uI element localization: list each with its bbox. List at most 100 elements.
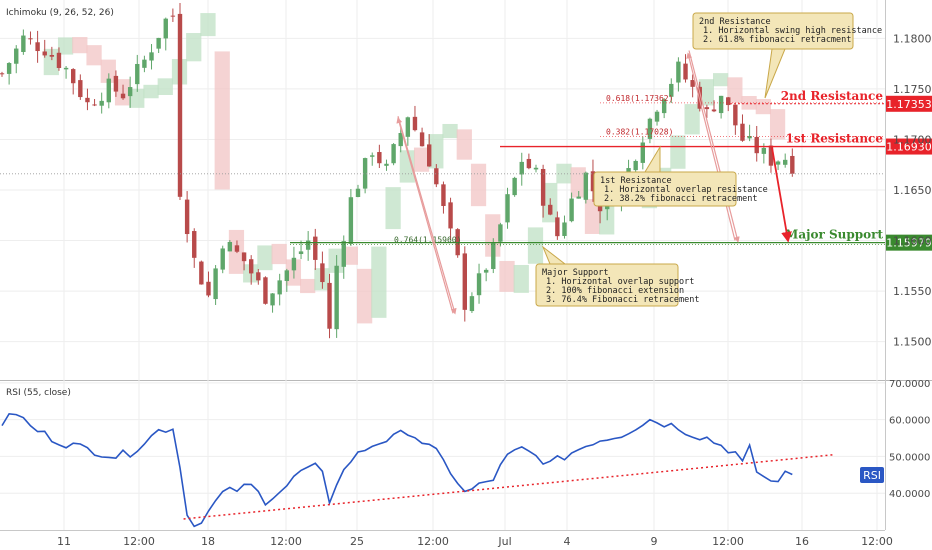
extension-arrow (686, 52, 736, 241)
time-tick-label: 12:00 (417, 535, 449, 548)
extension-arrow (397, 116, 457, 315)
callout-line: 2. 100% fibonacci extension (546, 286, 684, 296)
cloud-segment (300, 278, 316, 294)
candle-body (512, 177, 517, 196)
candle-body (320, 263, 325, 283)
level-name-label: 1st Resistance (786, 132, 884, 146)
indicator-legend[interactable]: Ichimoku (9, 26, 52, 26) (6, 8, 114, 18)
cloud-segment (769, 109, 786, 140)
candle-body (63, 67, 69, 70)
candle-body (775, 161, 781, 165)
cloud-segment (442, 123, 458, 139)
candle-body (576, 196, 581, 199)
level-price-tag (886, 95, 932, 112)
candle-body (163, 18, 168, 39)
candle-body (412, 116, 418, 131)
time-tick-label: 25 (350, 535, 364, 548)
candle-body (120, 93, 126, 99)
candle-body (49, 55, 55, 57)
candle-body (14, 48, 19, 64)
rsi-series (1, 412, 836, 528)
candle-body (704, 107, 710, 110)
candle-body (35, 42, 40, 52)
candle-body (683, 63, 688, 80)
cloud-segment (755, 99, 771, 115)
candle-body (761, 147, 767, 154)
cloud-segment (385, 187, 401, 230)
level-name-label: 2nd Resistance (781, 89, 884, 103)
cloud-segment (556, 163, 572, 184)
candle-body (676, 61, 681, 83)
cloud-segment (86, 45, 102, 66)
rsi-tick-label: 40.0000 (889, 489, 930, 500)
candle-body (270, 293, 275, 306)
callout-line: 2. 61.8% fibonacci retracment (703, 35, 851, 45)
candle-body (206, 281, 211, 296)
cloud-segment (157, 78, 173, 95)
candle-body (291, 257, 297, 271)
candle-body (718, 95, 724, 114)
cloud-segment (570, 167, 586, 198)
fib-level-label: 0.382(1.17028) (606, 128, 673, 137)
candle-body (640, 142, 645, 163)
rsi-tick-label: 50.0000 (889, 452, 930, 463)
cloud-segment (285, 259, 302, 286)
rsi-tick-label: 60.0000 (889, 416, 930, 427)
cloud-segment (57, 37, 74, 55)
candle-body (298, 251, 304, 255)
candle-body (448, 202, 453, 229)
time-tick-label: 12:00 (861, 535, 893, 548)
time-tick-label: 12:00 (123, 535, 155, 548)
cloud-segment (470, 163, 487, 207)
candle-body (726, 97, 731, 106)
candle-body (234, 245, 240, 252)
candle-body (569, 198, 574, 222)
cloud-segment (186, 33, 202, 62)
candle-body (28, 38, 33, 40)
candle-body (241, 252, 247, 262)
candle-body (220, 248, 225, 270)
candle-body (113, 75, 119, 92)
cloud-segment (129, 88, 145, 108)
candle-body (519, 161, 524, 175)
candle-body (384, 163, 389, 166)
rsi-trendline (183, 453, 836, 520)
callout-line: Major Support (542, 268, 609, 278)
cloud-segment (43, 48, 59, 76)
level-name-label: Major Support (785, 228, 883, 242)
candle-body (142, 59, 147, 68)
candle-body (284, 270, 289, 282)
candle-body (441, 184, 446, 206)
time-tick-label: 18 (201, 535, 215, 548)
callout-line: 2nd Resistance (699, 17, 771, 27)
candle-body (92, 104, 97, 106)
candle-body (483, 269, 489, 273)
cloud-segment (684, 104, 700, 135)
cloud-segment (428, 134, 444, 169)
fib-level-label: 0.618(1.17362) (606, 94, 673, 103)
cloud-segment (456, 129, 472, 160)
rsi-legend[interactable]: RSI (55, close) (6, 388, 71, 398)
candle-body (177, 13, 183, 197)
cloud-segment (200, 13, 216, 37)
candle-body (740, 123, 745, 141)
callout-line: 1. Horizontal overlap support (546, 277, 694, 287)
candle-body (711, 109, 717, 112)
axis-labels: 11 12:00 18 12:00 25 12:00 Jul 4 9 12:00 16 12:00 1.… (57, 32, 932, 548)
candle-body (419, 132, 425, 147)
candle-body (491, 242, 496, 269)
candlestick-series (0, 3, 795, 339)
cloud-segment (257, 245, 273, 271)
candle-body (590, 171, 596, 192)
callout-line: 1. Horizontal overlap resistance (604, 185, 768, 195)
candle-body (562, 222, 567, 236)
rsi-value-tag: RSI (860, 467, 884, 483)
cloud-segment (228, 229, 245, 274)
projection-arrow (771, 147, 792, 243)
rsi-line (1, 412, 793, 528)
level-price-tag-label: 1.15979 (886, 237, 932, 250)
cloud-segment (357, 268, 373, 324)
time-tick-label: 4 (564, 535, 571, 548)
candle-body (78, 80, 83, 98)
